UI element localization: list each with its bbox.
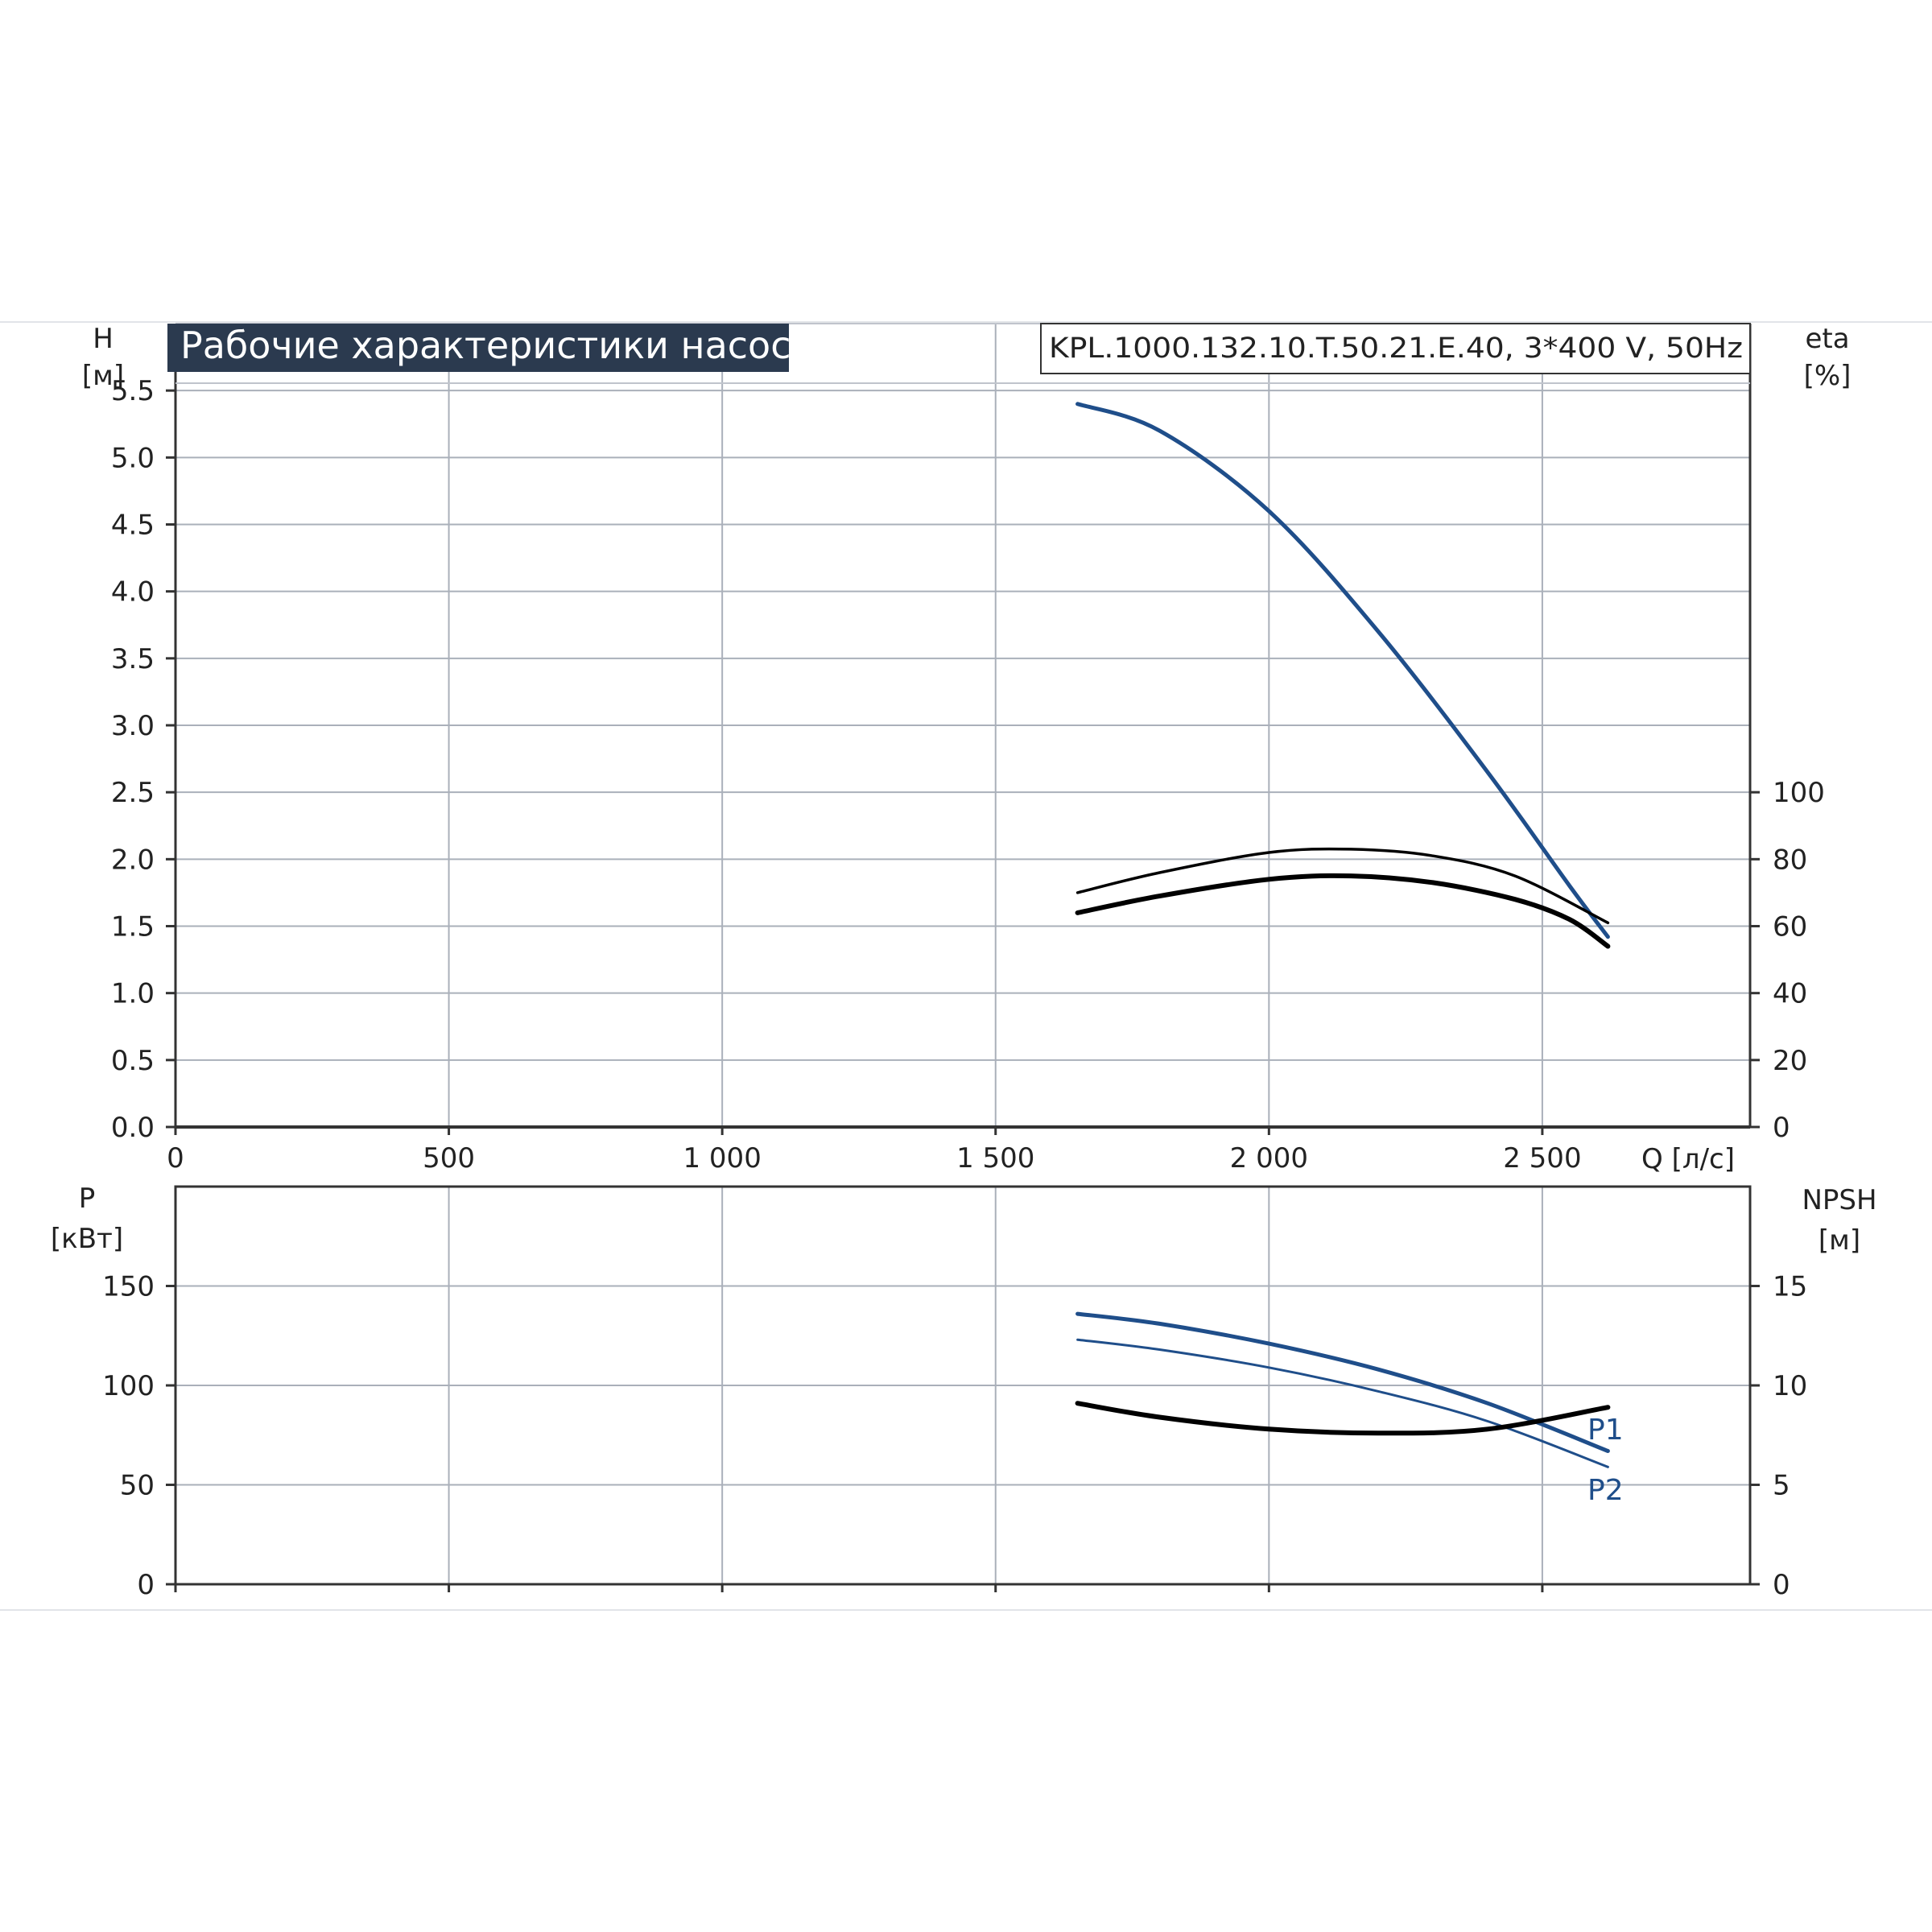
bottom-series-1-line	[1076, 1338, 1609, 1468]
p1-series-label: P1	[1587, 1414, 1624, 1447]
left-tick-label: 4.0	[111, 576, 155, 609]
left-tick-label: 0.0	[111, 1112, 155, 1144]
right-tick-label: 10	[1773, 1370, 1807, 1402]
npsh-axis-label: NPSH	[1802, 1184, 1876, 1216]
axis-ticks: 0.0 0.5 1.0 1.5 2.0 2.5 3.0 3.5 4.0 4.5 5.0 5.5 0 20 4…	[102, 375, 1825, 1601]
h-axis-unit: [м]	[82, 360, 124, 392]
q-axis-label: Q [л/с]	[1641, 1143, 1735, 1175]
p-axis-unit: [кВт]	[51, 1223, 123, 1255]
left-tick-label: 5.0	[111, 442, 155, 474]
top-series-1-line	[1075, 847, 1610, 925]
left-tick-label: 0	[137, 1569, 155, 1601]
right-tick-label: 60	[1773, 911, 1807, 943]
left-tick-label: 2.0	[111, 844, 155, 876]
x-tick-label: 500	[423, 1142, 475, 1174]
left-tick-label: 150	[102, 1271, 155, 1303]
top-series-2-line	[1075, 873, 1611, 949]
p-axis-label: P	[79, 1183, 96, 1215]
right-tick-label: 5	[1773, 1470, 1790, 1502]
bottom-series-0-line	[1075, 1311, 1610, 1453]
left-tick-label: 0.5	[111, 1045, 155, 1077]
x-tick-label: 2 500	[1503, 1142, 1581, 1174]
left-tick-label: 50	[120, 1470, 155, 1502]
eta-axis-unit: [%]	[1804, 360, 1852, 392]
left-tick-label: 4.5	[111, 510, 155, 542]
x-tick-label: 1 000	[683, 1142, 761, 1174]
left-tick-label: 5.5	[111, 375, 155, 407]
p2-series-label: P2	[1587, 1474, 1624, 1507]
right-tick-label: 100	[1773, 777, 1825, 809]
chart-title: Рабочие характеристики насоса	[180, 324, 814, 367]
x-tick-label: 0	[167, 1142, 184, 1174]
right-tick-label: 0	[1773, 1569, 1790, 1601]
right-tick-label: 80	[1773, 844, 1807, 876]
left-tick-label: 1.5	[111, 911, 155, 943]
model-box	[1040, 323, 1751, 374]
right-tick-label: 20	[1773, 1045, 1807, 1077]
top-grid	[175, 324, 1750, 1127]
left-tick-label: 2.5	[111, 777, 155, 809]
right-tick-label: 15	[1773, 1271, 1807, 1303]
bottom-series	[1075, 1311, 1611, 1468]
top-series	[1075, 402, 1611, 949]
x-tick-label: 2 000	[1230, 1142, 1308, 1174]
x-tick-label: 1 500	[956, 1142, 1034, 1174]
title-background	[167, 324, 789, 372]
model-label: KPL.1000.132.10.T.50.21.E.40, 3*400 V, 5…	[1049, 332, 1743, 365]
bottom-series-2-line	[1075, 1401, 1611, 1436]
top-series-0-line	[1075, 402, 1610, 939]
left-tick-label: 1.0	[111, 978, 155, 1010]
left-tick-label: 3.5	[111, 643, 155, 675]
right-tick-label: 0	[1773, 1112, 1790, 1144]
left-tick-label: 100	[102, 1370, 155, 1402]
eta-axis-label: eta	[1805, 323, 1849, 355]
bottom-grid	[175, 1187, 1750, 1584]
npsh-axis-unit: [м]	[1818, 1224, 1860, 1257]
h-axis-label: H	[93, 323, 114, 355]
left-tick-label: 3.0	[111, 710, 155, 742]
right-tick-label: 40	[1773, 978, 1807, 1010]
